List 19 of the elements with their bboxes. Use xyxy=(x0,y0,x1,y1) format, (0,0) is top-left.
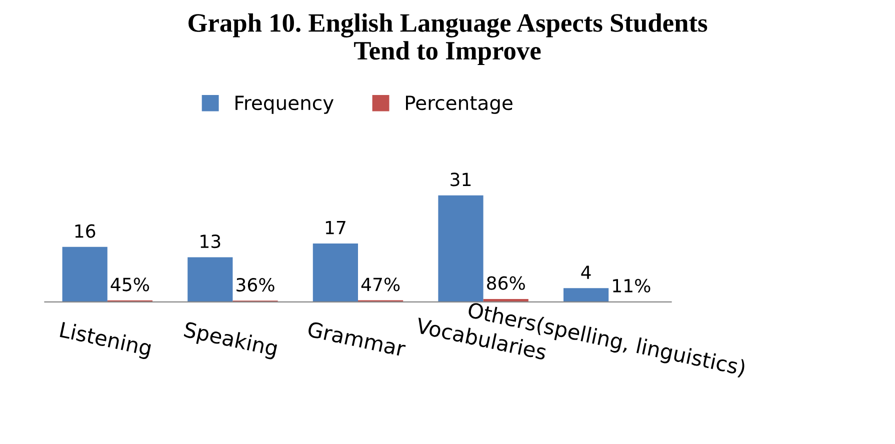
chart-title: Graph 10. English Language Aspects Students Tend to Improve xyxy=(188,13,708,66)
data-label: 4 xyxy=(581,266,591,279)
legend-label: Percentage xyxy=(406,96,512,114)
data-label: 17 xyxy=(326,221,346,234)
data-label: 13 xyxy=(200,234,220,248)
bar xyxy=(563,288,609,302)
data-label: 45% xyxy=(110,278,150,292)
data-label: 86% xyxy=(487,276,525,290)
bar xyxy=(312,243,358,302)
bar xyxy=(62,246,108,302)
data-label: 31 xyxy=(450,172,471,186)
legend-label: Frequency xyxy=(236,96,334,114)
x-tick-label: Grammar xyxy=(307,321,407,357)
data-label: 36% xyxy=(236,278,274,292)
bar xyxy=(188,257,233,302)
data-label: 11% xyxy=(613,278,650,292)
bar xyxy=(438,195,484,302)
data-label: 47% xyxy=(361,278,400,292)
data-label: 16 xyxy=(75,224,96,238)
